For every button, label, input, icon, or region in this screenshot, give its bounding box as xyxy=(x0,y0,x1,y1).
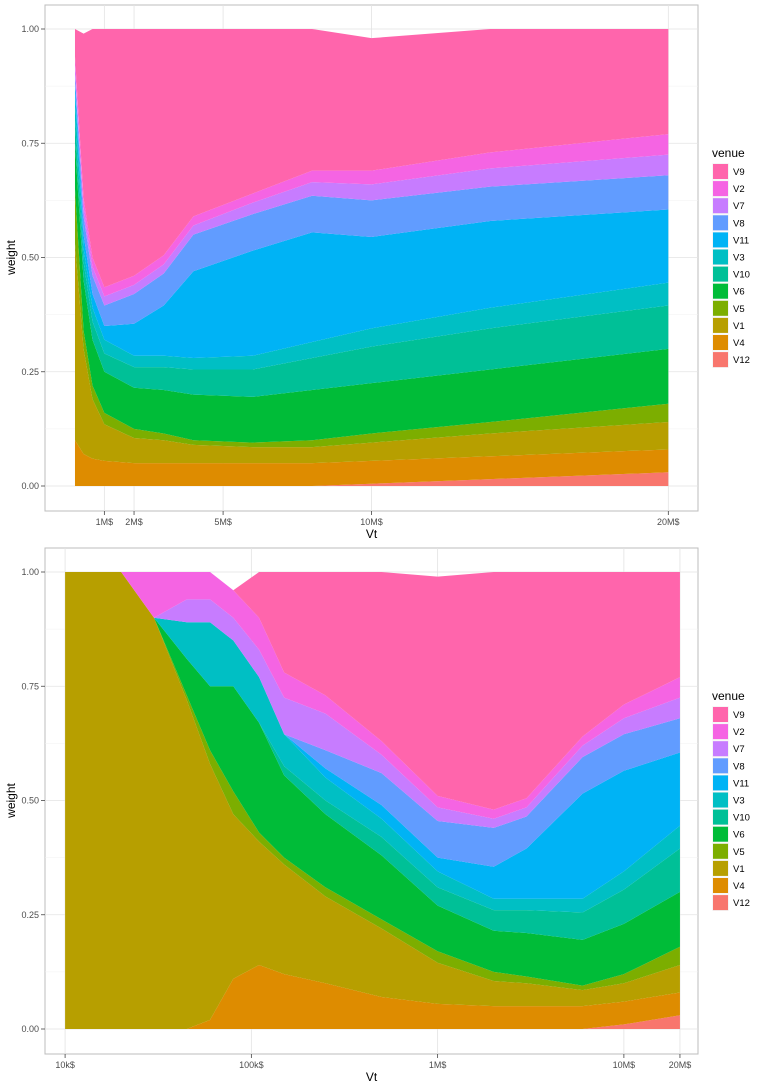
legend-label-v8: V8 xyxy=(733,218,745,229)
y-tick-label: 0.50 xyxy=(21,796,39,806)
area-v1 xyxy=(65,572,680,1029)
x-axis-title: Vt xyxy=(366,1070,378,1084)
legend-swatch-v5 xyxy=(713,300,728,316)
x-tick-label: 20M$ xyxy=(669,1060,692,1070)
x-tick-label: 1M$ xyxy=(96,517,114,527)
legend-swatch-v12 xyxy=(713,895,728,911)
legend-swatch-v10 xyxy=(713,809,728,825)
legend-swatch-v12 xyxy=(713,352,728,368)
y-axis-title: weight xyxy=(4,782,18,818)
legend-label-v11: V11 xyxy=(733,778,749,789)
legend-label-v2: V2 xyxy=(733,184,745,195)
area-v6 xyxy=(74,143,669,443)
legend-label-v2: V2 xyxy=(733,727,745,738)
legend-swatch-v1 xyxy=(713,317,728,333)
legend-label-v8: V8 xyxy=(733,761,745,772)
legend-label-v6: V6 xyxy=(733,830,745,841)
legend-swatch-v6 xyxy=(713,283,728,299)
y-tick-label: 1.00 xyxy=(21,24,39,34)
legend-label-v1: V1 xyxy=(733,321,745,332)
area-v10 xyxy=(74,120,669,397)
legend-title: venue xyxy=(712,689,745,703)
legend-swatch-v8 xyxy=(713,758,728,774)
area-v5 xyxy=(74,188,669,448)
legend-swatch-v11 xyxy=(713,775,728,791)
area-v9 xyxy=(74,29,669,288)
legend-label-v5: V5 xyxy=(733,304,745,315)
x-tick-label: 1M$ xyxy=(429,1060,447,1070)
x-tick-label: 10k$ xyxy=(55,1060,75,1070)
legend-swatch-v3 xyxy=(713,792,728,808)
legend-swatch-v6 xyxy=(713,826,728,842)
legend-label-v5: V5 xyxy=(733,847,745,858)
legend-swatch-v5 xyxy=(713,843,728,859)
area-v12 xyxy=(65,1015,680,1029)
area-v10 xyxy=(65,572,680,940)
legend-label-v10: V10 xyxy=(733,813,750,824)
legend-swatch-v11 xyxy=(713,232,728,248)
x-tick-label: 20M$ xyxy=(657,517,680,527)
weights-chart-linear: 0.00 0.25 0.50 0.75 1.00 1M$ 2M$ 5M$ 10M$ 20M$ Vt w… xyxy=(4,4,750,541)
x-tick-label: 10M$ xyxy=(613,1060,636,1070)
legend-label-v11: V11 xyxy=(733,235,749,246)
legend-label-v1: V1 xyxy=(733,864,745,875)
legend-swatch-v1 xyxy=(713,860,728,876)
area-v4 xyxy=(65,965,680,1029)
legend-label-v4: V4 xyxy=(733,338,745,349)
area-v9 xyxy=(65,572,680,810)
legend-swatch-v7 xyxy=(713,741,728,757)
legend-swatch-v4 xyxy=(713,878,728,893)
legend-swatch-v8 xyxy=(713,215,728,231)
x-tick-label: 2M$ xyxy=(125,517,143,527)
area-v4 xyxy=(74,440,669,486)
legend-swatch-v3 xyxy=(713,249,728,265)
legend-swatch-v9 xyxy=(713,164,728,179)
legend-swatch-v4 xyxy=(713,335,728,350)
legend-swatch-v10 xyxy=(713,266,728,282)
area-v1 xyxy=(74,243,669,464)
area-v12 xyxy=(74,472,669,486)
y-tick-label: 0.25 xyxy=(21,367,39,377)
legend-label-v9: V9 xyxy=(733,710,745,721)
area-v11 xyxy=(74,83,669,359)
legend-title: venue xyxy=(712,146,745,160)
legend-swatch-v9 xyxy=(713,707,728,722)
legend-label-v9: V9 xyxy=(733,167,745,178)
legend-label-v6: V6 xyxy=(733,287,745,298)
y-tick-label: 0.25 xyxy=(21,910,39,920)
area-v11 xyxy=(65,572,680,899)
x-tick-label: 10M$ xyxy=(360,517,383,527)
legend-label-v4: V4 xyxy=(733,881,745,892)
legend-label-v12: V12 xyxy=(733,355,750,366)
legend-label-v7: V7 xyxy=(733,744,745,755)
y-tick-label: 1.00 xyxy=(21,567,39,577)
legend-label-v10: V10 xyxy=(733,270,750,281)
y-tick-label: 0.75 xyxy=(21,138,39,148)
area-v3 xyxy=(65,572,680,913)
legend-swatch-v7 xyxy=(713,198,728,214)
legend-label-v3: V3 xyxy=(733,796,745,807)
legend-swatch-v2 xyxy=(713,724,728,740)
y-tick-label: 0.00 xyxy=(21,1024,39,1034)
x-axis-title: Vt xyxy=(366,527,378,541)
area-v2 xyxy=(74,56,669,297)
area-v7 xyxy=(74,65,669,306)
weights-chart-log: 0.00 0.25 0.50 0.75 1.00 10k$ 100k$ 1M$ 10M$ 20M$… xyxy=(4,547,750,1084)
y-tick-label: 0.00 xyxy=(21,481,39,491)
y-tick-label: 0.50 xyxy=(21,253,39,263)
area-v6 xyxy=(65,572,680,986)
legend-label-v7: V7 xyxy=(733,201,745,212)
area-v8 xyxy=(74,74,669,327)
x-tick-label: 5M$ xyxy=(214,517,232,527)
legend-swatch-v2 xyxy=(713,181,728,197)
x-tick-label: 100k$ xyxy=(239,1060,264,1070)
legend-label-v3: V3 xyxy=(733,253,745,264)
legend-label-v12: V12 xyxy=(733,898,750,909)
y-axis-title: weight xyxy=(4,239,18,275)
y-tick-label: 0.75 xyxy=(21,681,39,691)
